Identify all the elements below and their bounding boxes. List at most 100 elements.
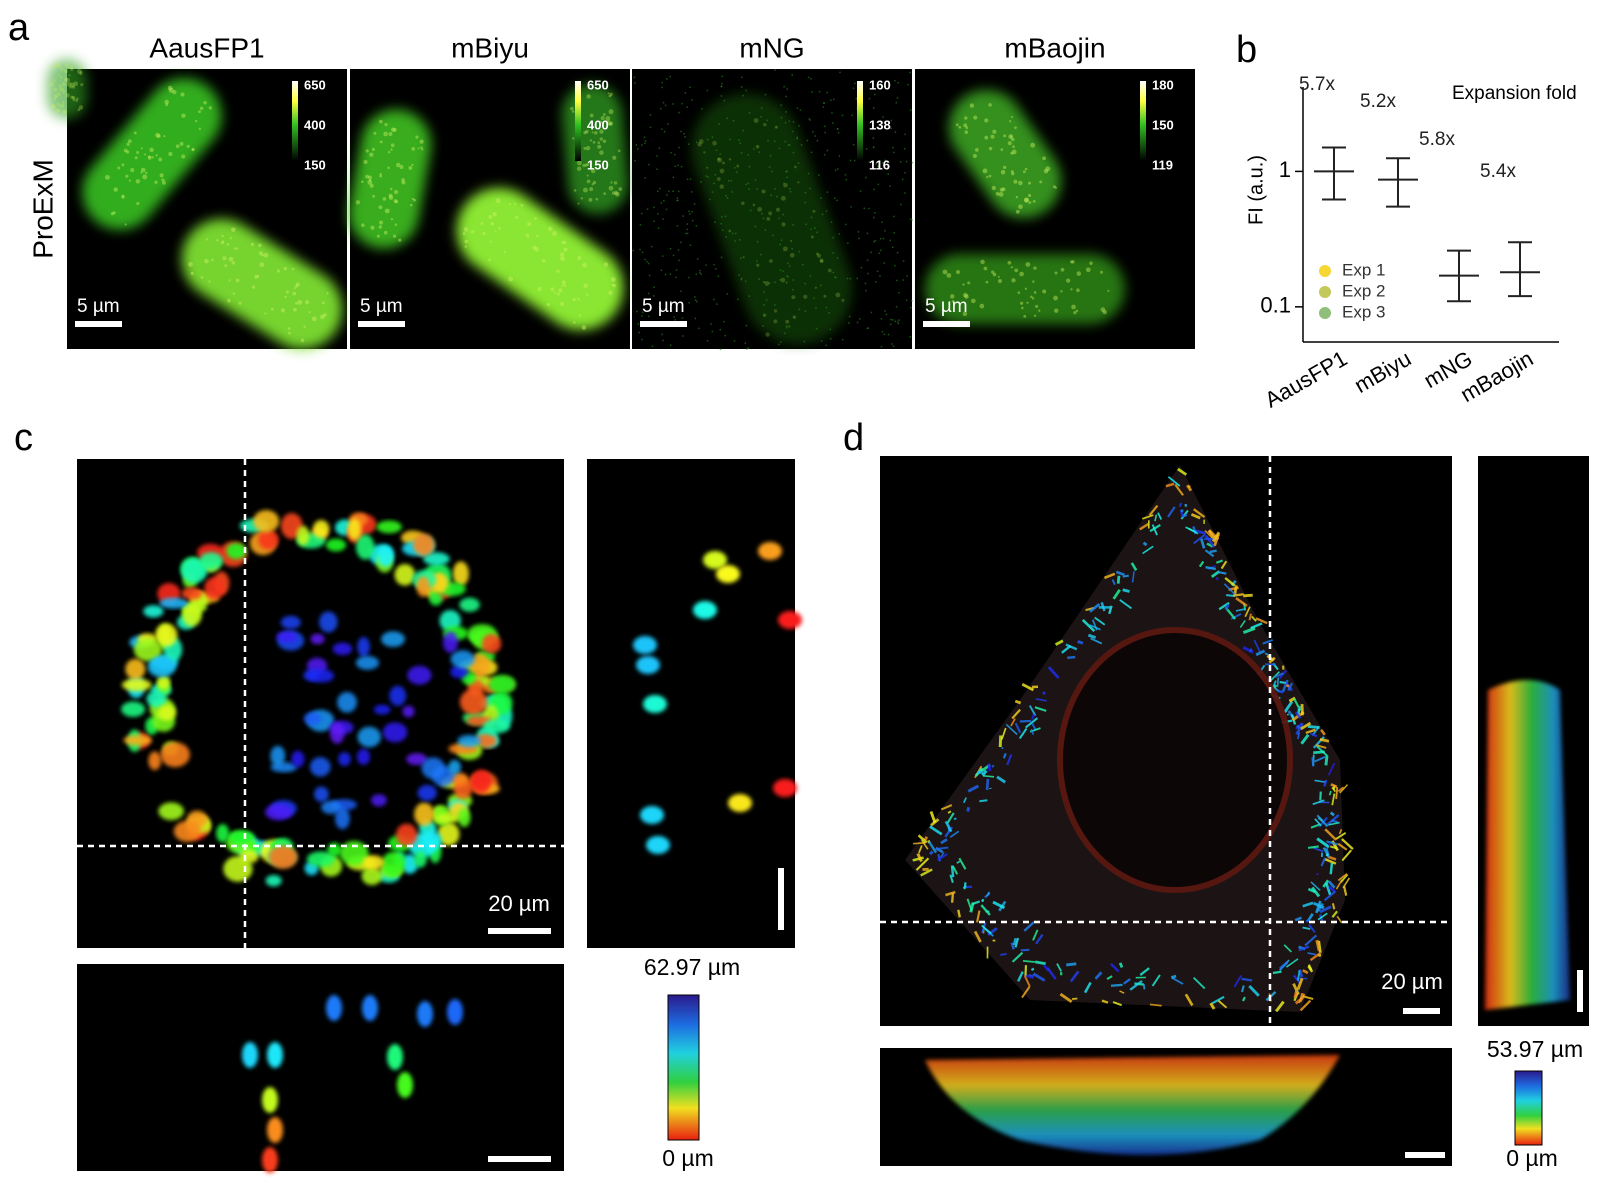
noise	[713, 182, 715, 185]
noise	[910, 306, 912, 309]
speckle	[819, 259, 824, 264]
speckle	[508, 276, 514, 282]
speckle	[71, 85, 76, 89]
noise	[883, 85, 886, 88]
speckle	[80, 83, 84, 87]
speckle	[188, 261, 193, 267]
noise	[644, 177, 646, 179]
speckle	[764, 281, 770, 286]
filament	[1119, 990, 1125, 994]
filament	[1342, 877, 1351, 889]
speckle	[390, 148, 393, 151]
speckle	[773, 309, 778, 313]
noise	[646, 260, 648, 263]
noise	[724, 334, 726, 337]
speckle	[231, 227, 236, 232]
noise	[779, 279, 781, 281]
noise	[825, 344, 828, 347]
filament	[1262, 638, 1274, 645]
noise	[641, 315, 643, 317]
image-title: AausFP1	[149, 32, 264, 63]
speckle	[145, 171, 148, 175]
speckle	[256, 274, 260, 278]
colorbar	[857, 81, 863, 161]
speckle	[597, 141, 601, 145]
noise	[754, 179, 757, 181]
speckle	[1045, 166, 1051, 172]
noise	[867, 272, 869, 275]
noise	[816, 139, 819, 142]
filament	[1310, 823, 1321, 829]
organelle	[407, 665, 432, 685]
speckle	[158, 157, 163, 162]
noise	[694, 299, 697, 301]
noise	[820, 284, 822, 287]
filament	[1010, 718, 1016, 727]
speckle	[464, 239, 469, 244]
cell	[691, 93, 853, 345]
noise	[881, 330, 884, 333]
speckle	[295, 302, 298, 305]
organelle	[332, 642, 353, 656]
speckle	[58, 87, 64, 92]
filament	[1323, 890, 1336, 902]
noise	[902, 279, 905, 281]
speckle	[126, 142, 130, 146]
speckle	[113, 187, 118, 192]
filament	[1014, 699, 1022, 705]
noise	[672, 103, 674, 105]
speckle	[773, 319, 778, 324]
filament	[1328, 885, 1336, 893]
filament	[1054, 639, 1064, 646]
noise	[780, 104, 782, 106]
speckle	[763, 123, 767, 127]
speckle	[780, 195, 786, 201]
noise	[779, 243, 781, 246]
noise	[841, 114, 844, 117]
speckle	[401, 180, 406, 185]
filament	[1331, 910, 1338, 918]
filament	[1204, 534, 1216, 548]
speckle	[583, 283, 588, 289]
filament	[1217, 1000, 1228, 1009]
speckle	[383, 131, 388, 137]
speckle	[537, 286, 542, 292]
filament	[1184, 993, 1194, 1007]
noise	[852, 143, 855, 146]
expansion-fold: 5.4x	[1480, 161, 1516, 182]
filament	[1309, 732, 1318, 738]
noise	[891, 343, 893, 345]
speckle	[618, 187, 623, 191]
noise	[763, 314, 766, 317]
cell	[925, 254, 1125, 324]
speckle	[54, 95, 58, 99]
noise	[778, 343, 780, 346]
noise	[660, 107, 662, 110]
filament	[1142, 983, 1146, 990]
speckle	[603, 262, 609, 267]
noise	[893, 231, 896, 234]
organelle	[377, 544, 394, 567]
organelle	[439, 609, 461, 632]
speckle	[577, 160, 582, 166]
speckle	[1018, 204, 1023, 210]
noise	[674, 165, 677, 168]
noise	[787, 262, 789, 265]
noise	[732, 119, 735, 122]
filament	[966, 806, 971, 812]
organelle	[276, 631, 298, 643]
noise	[641, 144, 643, 146]
speckle	[181, 113, 186, 118]
filament	[1327, 762, 1336, 776]
filament	[1294, 916, 1302, 922]
speckle	[1015, 209, 1020, 214]
speckle	[525, 233, 530, 238]
organelle	[450, 665, 469, 679]
speckle	[728, 158, 732, 161]
noise	[755, 260, 758, 262]
noise	[710, 323, 712, 325]
noise	[870, 311, 873, 314]
speckle	[297, 299, 303, 305]
noise	[753, 148, 755, 150]
noise	[773, 140, 776, 143]
